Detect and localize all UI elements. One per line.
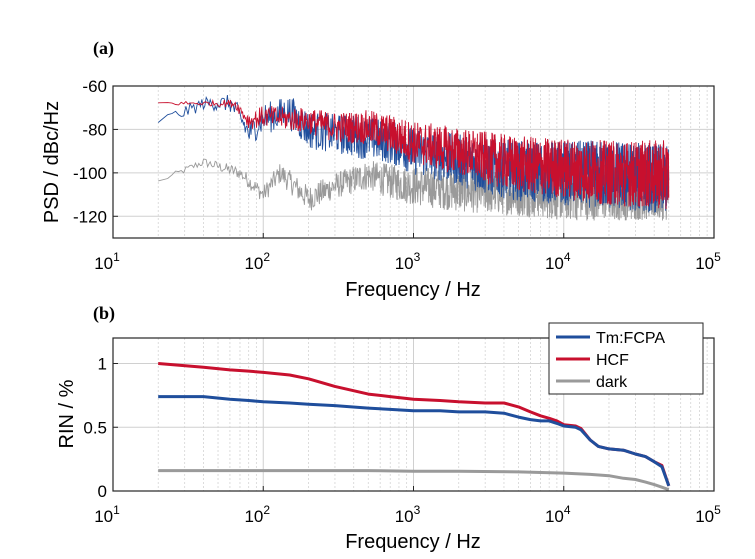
panel-a-series [157, 95, 670, 221]
panel-a-y-axis-label: PSD / dBc/Hz [41, 101, 63, 223]
legend: Tm:FCPA HCF dark [548, 322, 704, 395]
psd-series-hcf [158, 98, 670, 210]
y-tick-label: -60 [82, 77, 107, 96]
y-tick-label: 1 [98, 355, 107, 374]
panel-b-x-ticks: 101 102 103 104 105 [94, 486, 721, 526]
x-tick-label: 102 [244, 503, 270, 526]
x-tick-label: 102 [244, 250, 270, 273]
x-tick-label: 105 [695, 503, 721, 526]
x-tick-label: 101 [94, 503, 120, 526]
x-tick-label: 101 [94, 250, 120, 273]
legend-label-tm-fcpa: Tm:FCPA [596, 330, 665, 347]
panel-b-series [158, 362, 671, 492]
rin-series-dark [158, 469, 670, 492]
panel-b: (b) 101 102 103 104 105 00.51 Frequency / Hz… [56, 303, 721, 553]
panel-a: (a) 101 102 103 104 105 -60 -80 -100 -120 Frequ… [41, 38, 721, 301]
panel-a-letter: (a) [93, 38, 114, 59]
panel-b-y-ticks: 00.51 [83, 355, 118, 501]
panel-b-x-axis-label: Frequency / Hz [345, 531, 481, 553]
legend-label-hcf: HCF [596, 352, 629, 369]
x-tick-label: 103 [395, 250, 421, 273]
y-tick-label: -80 [82, 120, 107, 139]
x-tick-label: 103 [395, 503, 421, 526]
rin-series-tm_fcpa [158, 395, 671, 487]
panel-a-y-ticks: -60 -80 -100 -120 [73, 77, 118, 226]
panel-a-x-axis-label: Frequency / Hz [345, 279, 481, 301]
panel-a-x-ticks: 101 102 103 104 105 [94, 233, 721, 273]
x-tick-label: 105 [695, 250, 721, 273]
y-tick-label: -100 [73, 164, 107, 183]
y-tick-label: 0 [98, 482, 107, 501]
panel-b-letter: (b) [93, 303, 115, 324]
y-tick-label: 0.5 [83, 418, 107, 437]
x-tick-label: 104 [545, 503, 571, 526]
legend-label-dark: dark [596, 374, 628, 391]
y-tick-label: -120 [73, 207, 107, 226]
x-tick-label: 104 [545, 250, 571, 273]
panel-b-y-axis-label: RIN / % [56, 379, 78, 448]
